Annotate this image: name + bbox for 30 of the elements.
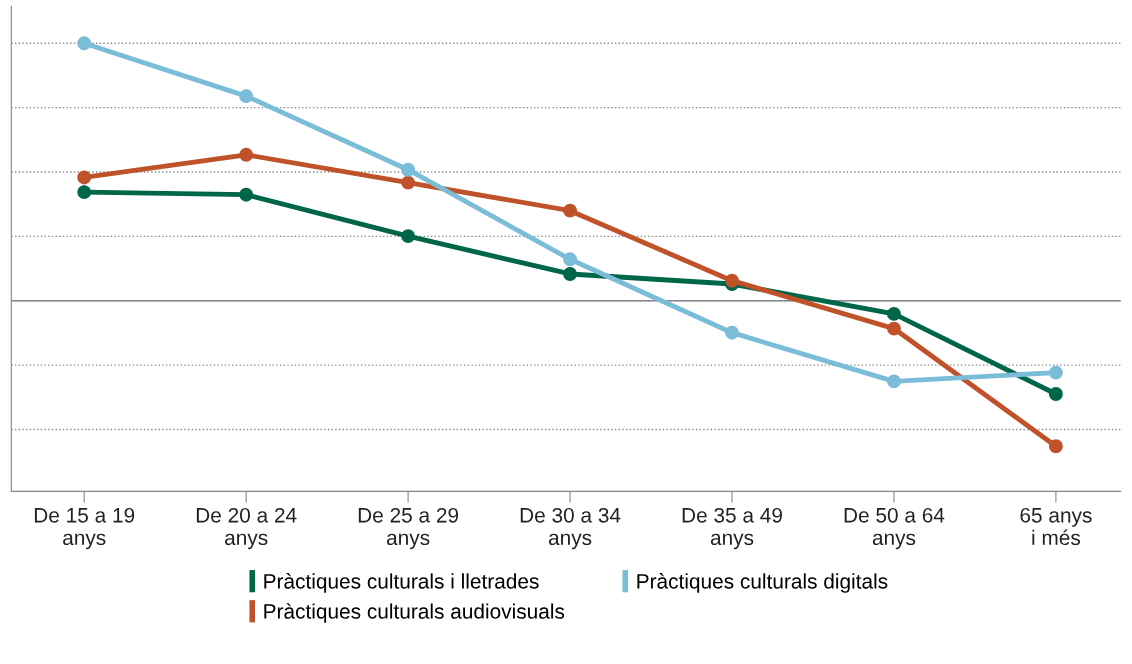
point (887, 306, 901, 321)
x-tick-label: De 35 a 49 anys (682, 507, 782, 550)
x-tick-label: De 50 a 64 anys (844, 507, 945, 550)
x-tick-label: De 30 a 34 anys (520, 507, 621, 550)
point (401, 162, 416, 177)
legend-label: Pràctiques culturals digitals (637, 573, 888, 593)
point (239, 147, 254, 162)
point (887, 374, 901, 389)
point (887, 321, 901, 336)
point (725, 325, 739, 340)
point (1048, 365, 1063, 380)
point (239, 187, 254, 202)
point (401, 175, 416, 190)
point (77, 36, 92, 51)
point (563, 203, 577, 218)
legend-label: Pràctiques culturals audiovisuals (264, 603, 565, 623)
point (77, 170, 92, 185)
x-tick-label: De 15 a 19 anys (34, 507, 135, 550)
point (563, 267, 577, 281)
point (1048, 387, 1063, 401)
point (239, 89, 254, 104)
point (1048, 439, 1063, 454)
point (77, 185, 92, 200)
point (725, 273, 739, 288)
x-tick-label: 65 anys i més (1020, 507, 1092, 546)
legend-label: Pràctiques culturals i lletrades (264, 573, 539, 593)
x-tick-label: De 25 a 29 anys (358, 507, 459, 550)
point (401, 229, 416, 244)
x-tick-label: De 20 a 24 anys (196, 507, 297, 550)
point (563, 252, 577, 267)
